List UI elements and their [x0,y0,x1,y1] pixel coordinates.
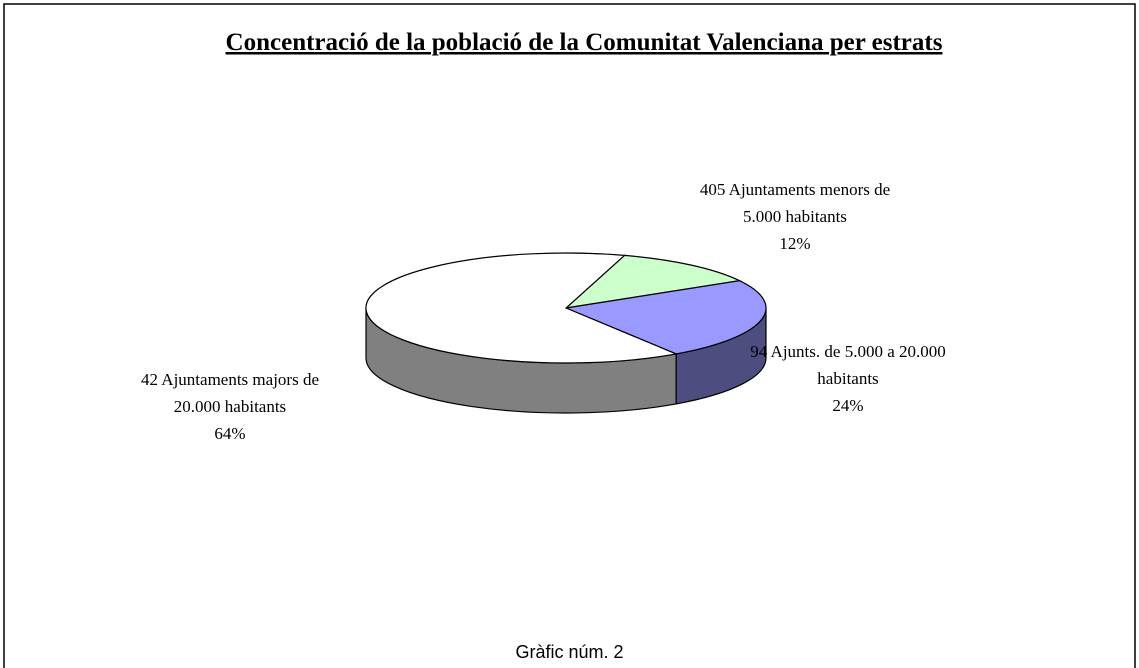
slice-label: 94 Ajunts. de 5.000 a 20.000 habitants 24… [743,338,953,419]
frame [3,3,1136,668]
category-label: 405 Ajuntaments menors de 5.000 habitant… [699,180,891,226]
slice-label: 405 Ajuntaments menors de 5.000 habitant… [690,176,900,257]
chart-title: Concentració de la població de la Comuni… [226,29,943,56]
value-label: 64% [214,424,246,443]
value-label: 12% [779,234,811,253]
slice [564,254,742,309]
category-label: 42 Ajuntaments majors de 20.000 habitant… [140,370,319,416]
value-label: 24% [832,396,864,415]
caption: Gràfic núm. 2 [515,642,624,662]
slice [365,252,679,364]
category-label: 94 Ajunts. de 5.000 a 20.000 habitants [750,342,946,388]
slice [563,280,767,355]
slice-label: 42 Ajuntaments majors de 20.000 habitant… [125,366,335,447]
